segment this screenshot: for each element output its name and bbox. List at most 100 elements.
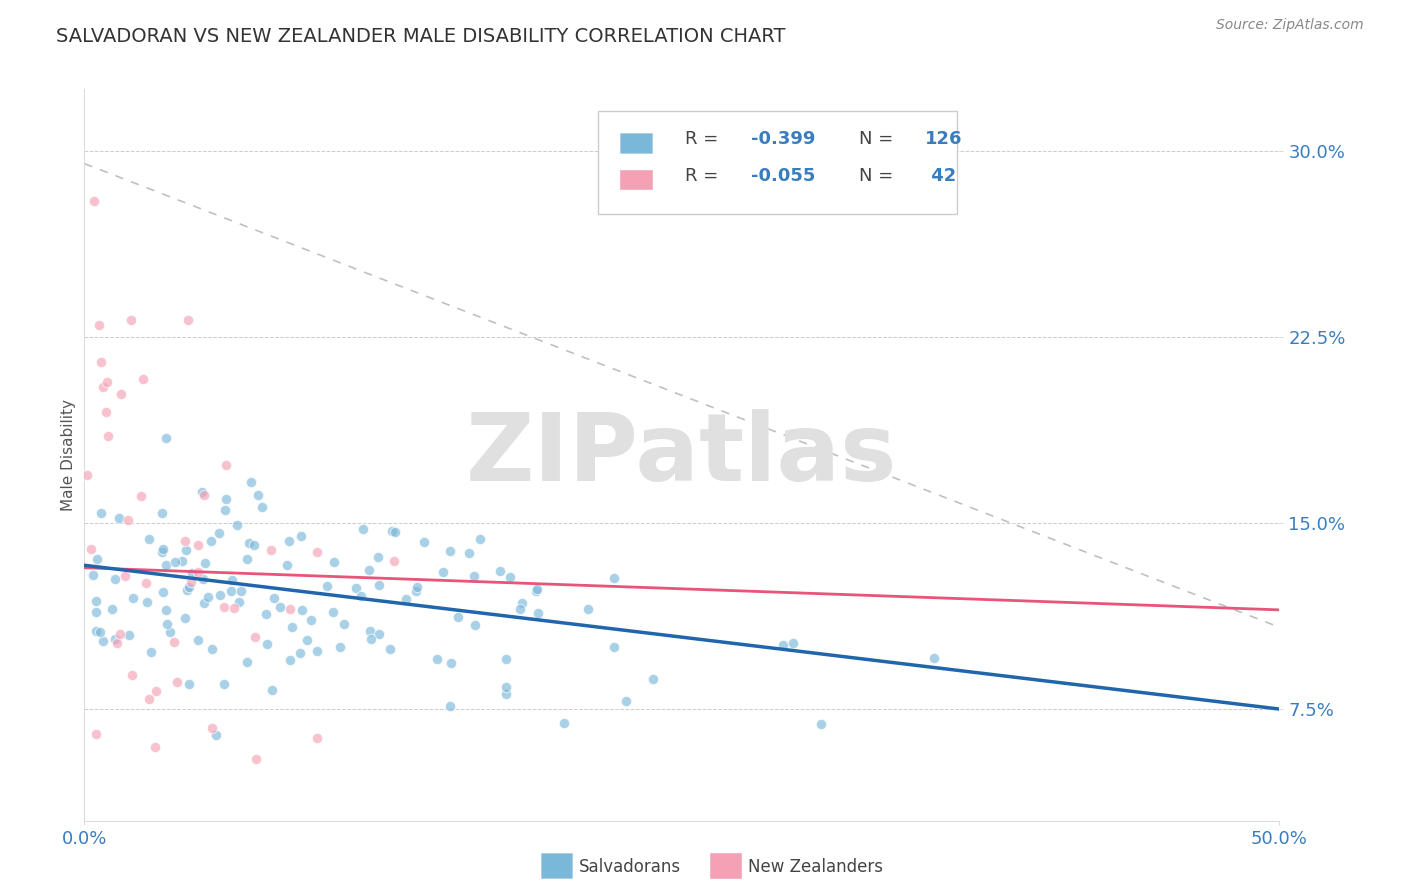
Point	[236, 655, 259, 669]
Point	[215, 458, 238, 472]
Point	[277, 533, 299, 548]
Point	[350, 590, 373, 604]
Point	[380, 641, 402, 656]
Point	[357, 563, 380, 577]
Point	[187, 565, 209, 579]
Point	[204, 728, 226, 742]
Point	[603, 640, 626, 654]
Point	[305, 731, 328, 745]
Point	[152, 541, 174, 556]
Point	[360, 632, 382, 646]
Point	[333, 617, 356, 632]
Point	[135, 576, 157, 591]
Point	[176, 583, 198, 598]
FancyBboxPatch shape	[599, 112, 957, 213]
Point	[177, 313, 200, 327]
Point	[108, 626, 131, 640]
Point	[159, 624, 181, 639]
Point	[89, 624, 111, 639]
Point	[82, 568, 104, 582]
Point	[526, 583, 548, 598]
Point	[194, 556, 217, 570]
Point	[464, 618, 486, 632]
Point	[155, 558, 177, 572]
Point	[173, 534, 195, 549]
Point	[138, 692, 160, 706]
Text: Source: ZipAtlas.com: Source: ZipAtlas.com	[1216, 18, 1364, 32]
Point	[104, 572, 127, 586]
Point	[96, 376, 118, 390]
Point	[197, 591, 219, 605]
Point	[114, 569, 136, 583]
Point	[614, 694, 637, 708]
Point	[174, 611, 197, 625]
Point	[145, 684, 167, 698]
Text: New Zealanders: New Zealanders	[748, 858, 883, 876]
Point	[120, 313, 142, 327]
Point	[510, 596, 533, 610]
Point	[278, 602, 301, 616]
Point	[143, 739, 166, 754]
Point	[236, 552, 259, 566]
Point	[193, 488, 215, 502]
Point	[254, 607, 277, 621]
Point	[193, 596, 215, 610]
Point	[782, 635, 804, 649]
Bar	[620, 134, 651, 153]
Text: R =: R =	[686, 167, 724, 185]
Point	[150, 544, 173, 558]
Point	[495, 687, 517, 701]
Point	[139, 645, 162, 659]
Point	[155, 603, 177, 617]
Point	[201, 642, 224, 657]
Point	[181, 566, 204, 580]
Point	[201, 721, 224, 735]
Point	[76, 467, 98, 482]
Point	[359, 624, 381, 638]
Point	[526, 582, 548, 596]
Point	[177, 677, 200, 691]
Point	[243, 538, 266, 552]
Point	[209, 588, 232, 602]
Point	[83, 194, 105, 208]
Point	[260, 542, 283, 557]
Text: R =: R =	[686, 130, 724, 148]
Point	[110, 386, 132, 401]
Point	[93, 380, 115, 394]
Point	[117, 513, 139, 527]
Text: N =: N =	[859, 130, 898, 148]
Point	[155, 431, 177, 445]
Point	[295, 632, 318, 647]
Point	[101, 601, 124, 615]
Point	[382, 554, 405, 568]
Point	[132, 372, 155, 386]
Point	[256, 637, 278, 651]
Point	[576, 602, 599, 616]
Point	[316, 579, 339, 593]
Text: -0.399: -0.399	[751, 130, 815, 148]
Point	[225, 518, 247, 533]
Point	[215, 492, 238, 507]
Point	[90, 506, 112, 520]
Text: 126: 126	[925, 130, 962, 148]
Point	[121, 667, 143, 681]
Point	[509, 601, 531, 615]
Point	[190, 485, 212, 500]
Point	[108, 511, 131, 525]
Point	[291, 603, 314, 617]
Point	[641, 672, 664, 686]
Point	[250, 500, 273, 515]
Point	[367, 549, 389, 564]
Point	[104, 632, 127, 646]
Point	[172, 554, 194, 568]
Point	[79, 541, 101, 556]
Point	[288, 646, 311, 660]
Point	[368, 627, 391, 641]
Point	[406, 580, 429, 594]
Point	[924, 651, 946, 665]
Point	[245, 752, 267, 766]
Point	[243, 630, 266, 644]
Point	[432, 566, 454, 580]
Point	[122, 591, 145, 606]
Point	[278, 653, 301, 667]
